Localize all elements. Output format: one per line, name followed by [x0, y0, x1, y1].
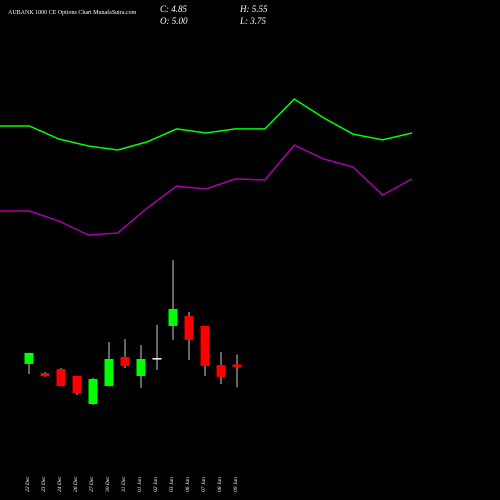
candle-body	[200, 326, 210, 366]
x-tick-label: 01 Jan	[137, 477, 143, 492]
open-info: O: 5.00	[160, 16, 188, 26]
candle-body	[120, 356, 130, 366]
low-info: L: 3.75	[239, 16, 267, 26]
x-tick-label: 06 Jan	[185, 477, 191, 492]
x-tick-label: 08 Jan	[217, 477, 223, 492]
candle-body	[72, 376, 82, 394]
candle-body	[232, 364, 242, 368]
candle-body	[104, 358, 114, 387]
high-info: H: 5.55	[239, 4, 268, 14]
x-tick-label: 02 Jan	[153, 477, 159, 492]
x-tick-label: 03 Jan	[169, 477, 175, 492]
x-tick-label: 07 Jan	[201, 477, 207, 492]
x-tick-label: 23 Dec	[41, 476, 47, 492]
candle-body	[168, 308, 178, 327]
x-tick-label: 22 Dec	[25, 476, 31, 492]
x-tick-label: 26 Dec	[73, 476, 79, 492]
candle-body	[152, 358, 162, 360]
x-tick-label: 09 Jan	[233, 477, 239, 492]
close-info: C: 4.85	[160, 4, 188, 14]
candle-body	[56, 369, 66, 387]
indicator-line	[0, 98, 413, 151]
candle-body	[184, 315, 194, 340]
x-tick-label: 31 Dec	[121, 476, 127, 493]
chart-title: AUBANK 1000 CE Options Chart MunafaSutra…	[8, 9, 137, 16]
candle-body	[88, 378, 98, 405]
x-tick-label: 27 Dec	[89, 476, 95, 492]
candle-body	[40, 373, 50, 377]
x-tick-label: 30 Dec	[105, 476, 111, 493]
candle-body	[24, 352, 34, 364]
candle-body	[136, 358, 146, 377]
x-tick-label: 24 Dec	[56, 476, 63, 492]
indicator-line	[0, 144, 413, 236]
candle-body	[216, 365, 226, 377]
